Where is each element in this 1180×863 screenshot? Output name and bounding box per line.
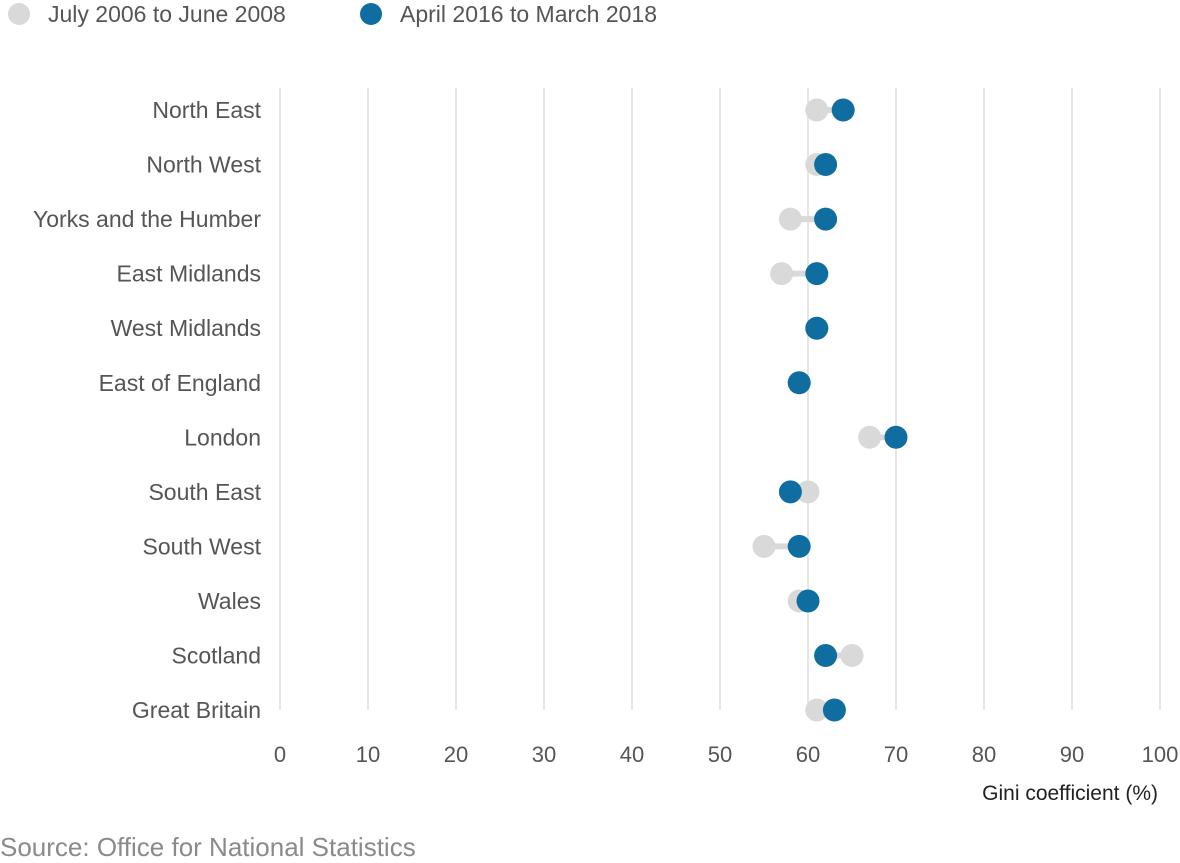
x-tick-label: 0 bbox=[274, 742, 286, 767]
dot-2006-2008 bbox=[805, 98, 829, 122]
legend-marker-grey bbox=[8, 3, 30, 25]
category-label: West Midlands bbox=[111, 315, 261, 341]
category-label: South East bbox=[148, 479, 261, 505]
dot-2016-2018 bbox=[831, 98, 855, 122]
legend-item-2016-2018: April 2016 to March 2018 bbox=[360, 0, 657, 28]
x-tick-label: 10 bbox=[356, 742, 380, 767]
x-tick-label: 80 bbox=[972, 742, 996, 767]
dot-2016-2018 bbox=[787, 534, 811, 558]
category-label: North East bbox=[152, 97, 261, 123]
legend-label: April 2016 to March 2018 bbox=[400, 0, 657, 27]
category-label: North West bbox=[146, 152, 261, 178]
dot-2016-2018 bbox=[805, 262, 829, 286]
category-label: London bbox=[184, 424, 261, 450]
dot-plot-chart: 0 10 20 30 40 50 60 70 80 90 100 Gini coefficient (… bbox=[33, 88, 1179, 805]
dot-2006-2008 bbox=[796, 480, 820, 504]
category-label: South West bbox=[143, 533, 262, 559]
category-label: East Midlands bbox=[117, 261, 261, 287]
x-axis-title: Gini coefficient (%) bbox=[982, 782, 1158, 805]
dot-2016-2018 bbox=[814, 644, 838, 667]
x-tick-label: 60 bbox=[796, 742, 820, 767]
dot-2016-2018 bbox=[805, 316, 829, 340]
category-label: Yorks and the Humber bbox=[33, 206, 261, 232]
dot-2006-2008 bbox=[752, 534, 776, 558]
dot-2006-2008 bbox=[805, 698, 829, 722]
x-tick-label: 50 bbox=[708, 742, 732, 767]
dot-2016-2018 bbox=[822, 698, 846, 722]
legend-label: July 2006 to June 2008 bbox=[48, 0, 286, 27]
legend-marker-blue bbox=[360, 3, 382, 25]
legend-item-2006-2008: July 2006 to June 2008 bbox=[8, 0, 286, 28]
dot-2016-2018 bbox=[796, 589, 820, 613]
dot-2006-2008 bbox=[858, 425, 882, 449]
dot-2006-2008 bbox=[840, 644, 864, 667]
dot-2016-2018 bbox=[814, 207, 838, 231]
dot-2016-2018 bbox=[814, 153, 838, 177]
dot-2016-2018 bbox=[884, 425, 908, 449]
dot-2016-2018 bbox=[787, 371, 811, 395]
category-label: Great Britain bbox=[132, 697, 261, 723]
dot-2006-2008 bbox=[778, 207, 802, 231]
category-label: East of England bbox=[99, 370, 261, 396]
x-tick-label: 100 bbox=[1142, 742, 1179, 767]
dot-2006-2008 bbox=[770, 262, 794, 286]
x-tick-label: 30 bbox=[532, 742, 556, 767]
category-label: Scotland bbox=[171, 643, 261, 669]
x-tick-label: 20 bbox=[444, 742, 468, 767]
x-tick-label: 40 bbox=[620, 742, 644, 767]
source-note: Source: Office for National Statistics bbox=[0, 832, 416, 862]
x-tick-label: 70 bbox=[884, 742, 908, 767]
x-tick-label: 90 bbox=[1060, 742, 1084, 767]
category-label: Wales bbox=[198, 588, 261, 614]
dot-2016-2018 bbox=[778, 480, 802, 504]
